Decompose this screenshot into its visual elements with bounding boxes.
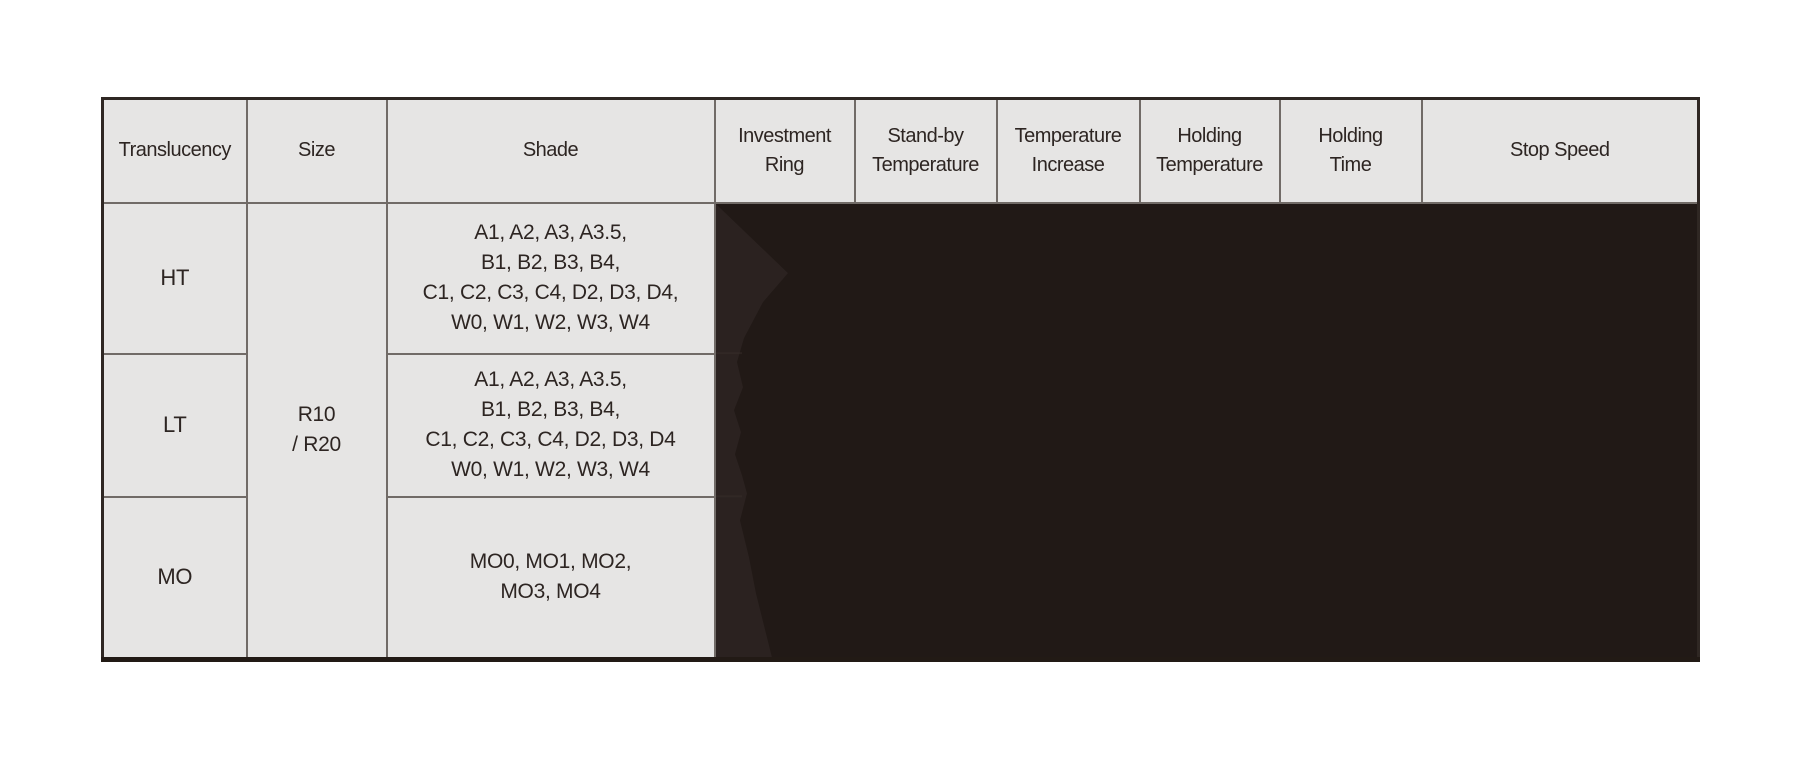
table-row-lt: LT A1, A2, A3, A3.5, B1, B2, B3, B4, C1,…	[101, 352, 1699, 498]
shade-line: C1, C2, C3, C4, D2, D3, D4,	[422, 281, 679, 304]
header-cell-standby-temperature: Stand-by Temperature	[853, 97, 998, 204]
size-line: / R20	[292, 433, 341, 457]
header-label: Investment	[738, 124, 831, 147]
header-label: Stop Speed	[1509, 139, 1610, 162]
shade-line: B1, B2, B3, B4,	[480, 251, 621, 274]
header-cell-size: Size	[245, 97, 388, 204]
table-row-mo: MO MO0, MO1, MO2, MO3, MO4	[101, 495, 1699, 661]
cell-shade-mo: MO0, MO1, MO2, MO3, MO4	[385, 495, 716, 661]
header-cell-holding-temperature: Holding Temperature	[1138, 97, 1281, 204]
redacted-region	[713, 201, 1700, 661]
cell-shade-lt: A1, A2, A3, A3.5, B1, B2, B3, B4, C1, C2…	[385, 352, 716, 498]
header-label: Temperature	[1156, 153, 1263, 176]
shade-line: MO0, MO1, MO2,	[469, 550, 632, 574]
header-cell-stop-speed: Stop Speed	[1420, 97, 1700, 204]
header-label: Holding	[1318, 124, 1383, 147]
size-line: R10	[297, 403, 336, 427]
header-label: Shade	[522, 139, 579, 162]
header-label: Increase	[1031, 153, 1105, 176]
grid-line-stub	[716, 351, 742, 354]
shade-line: B1, B2, B3, B4,	[480, 398, 621, 421]
cell-translucency-ht: HT	[101, 201, 248, 355]
shade-line: A1, A2, A3, A3.5,	[474, 221, 627, 244]
cell-translucency-lt: LT	[101, 352, 248, 498]
shade-line: C1, C2, C3, C4, D2, D3, D4	[425, 428, 676, 451]
header-label: Ring	[764, 153, 805, 176]
torn-edge-shape	[716, 204, 788, 657]
table-row-ht: HT R10 / R20 A1, A2, A3, A3.5, B1, B2, B…	[101, 201, 1700, 661]
shade-line: A1, A2, A3, A3.5,	[474, 368, 627, 391]
header-label: Translucency	[118, 139, 232, 162]
shade-line: MO3, MO4	[500, 580, 601, 604]
header-label: Time	[1329, 153, 1372, 176]
header-label: Stand-by	[887, 124, 964, 147]
header-cell-translucency: Translucency	[101, 97, 248, 204]
header-row: Translucency Size Shade Investment Ring …	[101, 97, 1700, 204]
cell-translucency-mo: MO	[101, 495, 248, 661]
header-label: Temperature	[1014, 124, 1122, 147]
header-cell-holding-time: Holding Time	[1278, 97, 1423, 204]
shade-line: W0, W1, W2, W3, W4	[451, 458, 650, 481]
firing-spec-table: Translucency Size Shade Investment Ring …	[101, 97, 1700, 662]
header-label: Size	[298, 139, 335, 162]
cell-size: R10 / R20	[245, 201, 388, 661]
cell-shade-ht: A1, A2, A3, A3.5, B1, B2, B3, B4, C1, C2…	[385, 201, 716, 355]
header-label: Temperature	[872, 153, 979, 176]
shade-line: W0, W1, W2, W3, W4	[451, 311, 650, 334]
grid-line-stub	[716, 494, 742, 497]
header-label: Holding	[1177, 124, 1242, 147]
header-cell-investment-ring: Investment Ring	[713, 97, 856, 204]
header-cell-shade: Shade	[385, 97, 716, 204]
header-cell-temperature-increase: Temperature Increase	[995, 97, 1141, 204]
